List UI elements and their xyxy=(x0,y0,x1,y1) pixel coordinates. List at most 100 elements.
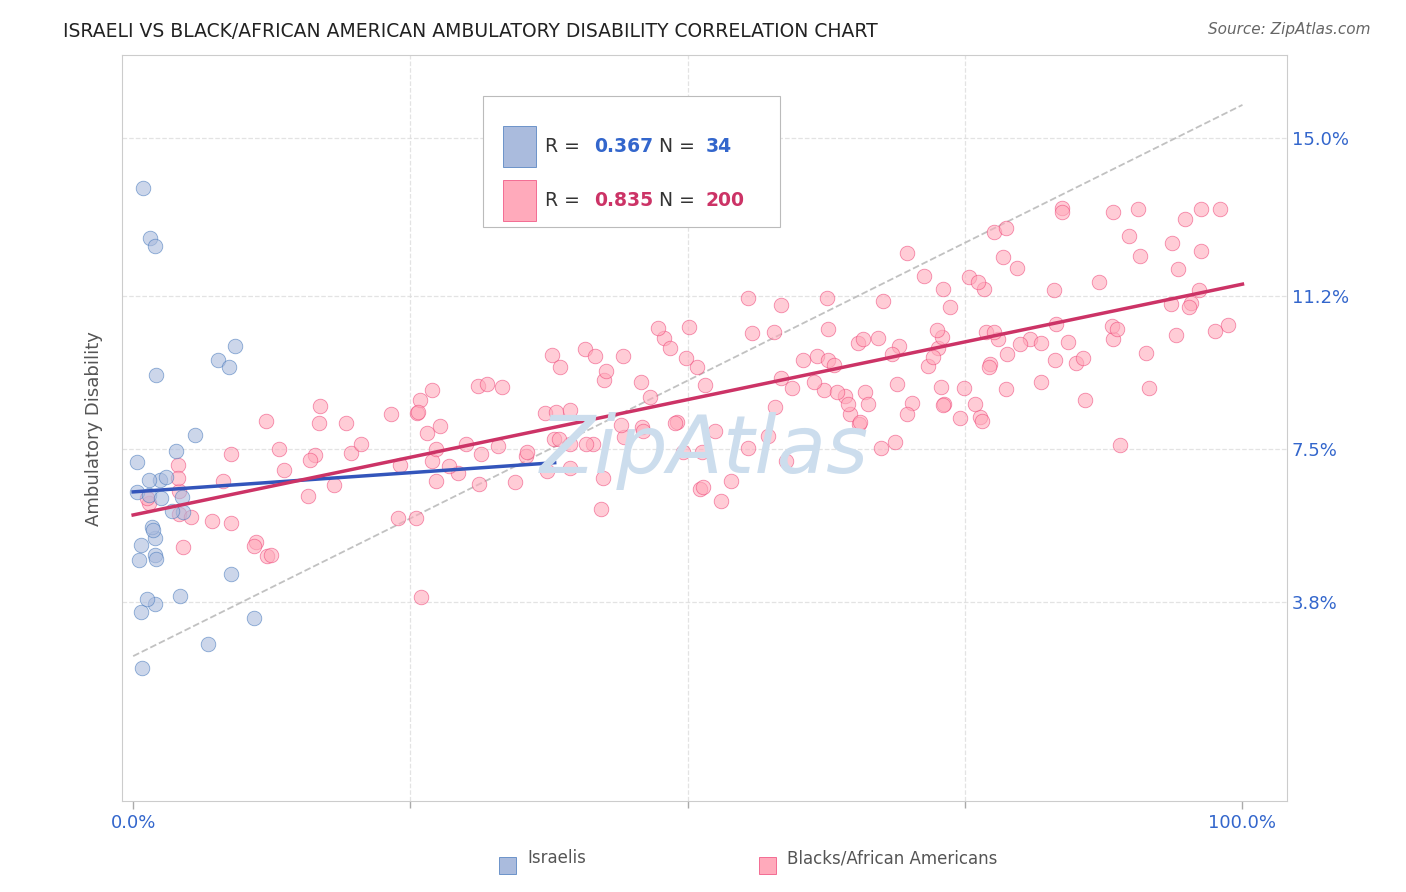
Point xyxy=(155,470,177,484)
Point xyxy=(756,428,779,442)
Point xyxy=(1064,356,1087,370)
Point xyxy=(201,514,224,528)
Point xyxy=(762,325,785,339)
Point xyxy=(267,442,290,456)
Point xyxy=(138,495,160,509)
Point xyxy=(1043,283,1066,297)
Point xyxy=(242,610,264,624)
Point xyxy=(652,330,675,344)
Point xyxy=(1105,322,1128,336)
Point xyxy=(219,516,242,530)
Point xyxy=(1087,275,1109,289)
Point xyxy=(582,437,605,451)
Point xyxy=(970,414,993,428)
Text: 200: 200 xyxy=(706,192,745,211)
Text: Source: ZipAtlas.com: Source: ZipAtlas.com xyxy=(1208,22,1371,37)
Point xyxy=(129,538,152,552)
Point xyxy=(720,474,742,488)
Point xyxy=(446,466,468,480)
Point xyxy=(1005,261,1028,276)
Text: N =: N = xyxy=(659,137,700,156)
Point xyxy=(533,406,555,420)
Point xyxy=(595,364,617,378)
Point xyxy=(536,464,558,478)
Point xyxy=(1045,352,1067,367)
Point xyxy=(1166,328,1188,343)
Point xyxy=(1056,334,1078,349)
Point xyxy=(1074,393,1097,408)
Point xyxy=(848,417,870,432)
Point xyxy=(823,358,845,372)
Point xyxy=(987,332,1010,346)
Point xyxy=(1050,205,1073,219)
Point xyxy=(695,378,717,392)
Point xyxy=(927,323,949,337)
Point xyxy=(350,436,373,450)
Point xyxy=(243,539,266,553)
Point xyxy=(169,590,191,604)
Point xyxy=(1204,324,1226,338)
Point xyxy=(298,452,321,467)
Point xyxy=(886,376,908,391)
Text: 0.367: 0.367 xyxy=(593,137,652,156)
Point xyxy=(308,399,330,413)
Point xyxy=(963,397,986,411)
Point xyxy=(197,637,219,651)
Point xyxy=(692,480,714,494)
Point xyxy=(685,360,707,375)
Point xyxy=(1167,261,1189,276)
Point xyxy=(979,357,1001,371)
Point xyxy=(817,322,839,336)
Point xyxy=(260,549,283,563)
Point xyxy=(558,436,581,450)
Point xyxy=(470,447,492,461)
Point xyxy=(475,376,498,391)
Point xyxy=(429,418,451,433)
Point xyxy=(792,352,814,367)
Point xyxy=(516,444,538,458)
Point xyxy=(1101,204,1123,219)
Point xyxy=(1160,236,1182,251)
Point xyxy=(505,475,527,490)
Point xyxy=(548,359,571,374)
Point xyxy=(541,348,564,362)
Point xyxy=(138,473,160,487)
Point xyxy=(813,384,835,398)
Point xyxy=(1108,438,1130,452)
Point xyxy=(806,349,828,363)
Point xyxy=(883,434,905,449)
Point xyxy=(335,417,357,431)
Point xyxy=(132,181,155,195)
Point xyxy=(852,332,875,346)
Text: R =: R = xyxy=(546,137,586,156)
Point xyxy=(131,605,153,619)
Point xyxy=(136,591,159,606)
Point xyxy=(825,385,848,400)
Point xyxy=(1029,335,1052,350)
Point xyxy=(912,268,935,283)
Point xyxy=(995,346,1018,360)
Point xyxy=(218,359,240,374)
Point xyxy=(763,400,786,414)
Point xyxy=(1189,244,1212,258)
Point xyxy=(486,439,509,453)
Point xyxy=(817,291,839,305)
Point xyxy=(983,325,1005,339)
Point xyxy=(212,474,235,488)
Point xyxy=(420,383,443,397)
Point xyxy=(849,416,872,430)
Point xyxy=(405,511,427,525)
Point xyxy=(339,446,361,460)
Point xyxy=(141,519,163,533)
Point xyxy=(969,410,991,425)
Point xyxy=(145,552,167,566)
Point xyxy=(872,293,894,308)
Point xyxy=(1178,300,1201,314)
Point xyxy=(416,425,439,440)
Point xyxy=(409,590,432,604)
Text: R =: R = xyxy=(546,192,586,211)
Point xyxy=(560,402,582,417)
Point xyxy=(664,416,686,430)
Point xyxy=(592,471,614,485)
Point xyxy=(837,397,859,411)
